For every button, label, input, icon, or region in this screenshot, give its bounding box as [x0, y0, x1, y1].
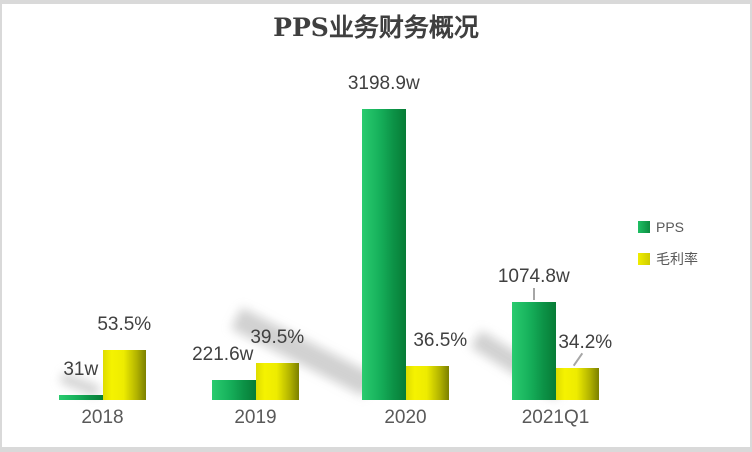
legend-swatch-icon — [638, 221, 650, 233]
chart-title: PPS业务财务概况 — [273, 13, 479, 42]
bar-gross-margin-2018 — [102, 349, 146, 400]
data-label-pps-2018: 31w — [63, 359, 99, 380]
data-label-pps-2020: 3198.9w — [347, 72, 420, 94]
bar-pps-2020 — [362, 108, 406, 400]
legend-label: 毛利率 — [656, 251, 698, 267]
data-label-gross-margin-2021Q1: 34.2% — [558, 332, 613, 354]
legend-swatch-icon — [638, 253, 650, 265]
axis-category-label-2019: 2019 — [234, 407, 277, 428]
leader-line-gross-margin — [572, 352, 584, 367]
data-label-gross-margin-2018: 53.5% — [97, 313, 152, 335]
bar-pps-2018 — [59, 395, 103, 400]
data-label-gross-margin-2020: 36.5% — [413, 329, 468, 351]
bar-gross-margin-2021Q1 — [555, 368, 599, 400]
bar-pps-2019 — [212, 379, 256, 400]
bar-gross-margin-2019 — [255, 363, 299, 400]
legend-label: PPS — [656, 219, 685, 235]
data-label-pps-2019: 221.6w — [192, 343, 254, 365]
data-label-gross-margin-2019: 39.5% — [250, 327, 305, 349]
bar-pps-2021Q1 — [512, 302, 556, 400]
axis-category-label-2021Q1: 2021Q1 — [521, 407, 590, 428]
legend-item-gross-margin: 毛利率 — [638, 249, 698, 269]
bar-gross-margin-2020 — [405, 365, 449, 400]
axis-category-label-2018: 2018 — [81, 407, 124, 428]
leader-line-pps — [533, 288, 535, 300]
legend-item-pps: PPS — [638, 219, 698, 235]
legend: PPS 毛利率 — [638, 219, 698, 269]
axis-category-label-2020: 2020 — [384, 407, 427, 428]
data-label-pps-2021Q1: 1074.8w — [497, 266, 570, 288]
